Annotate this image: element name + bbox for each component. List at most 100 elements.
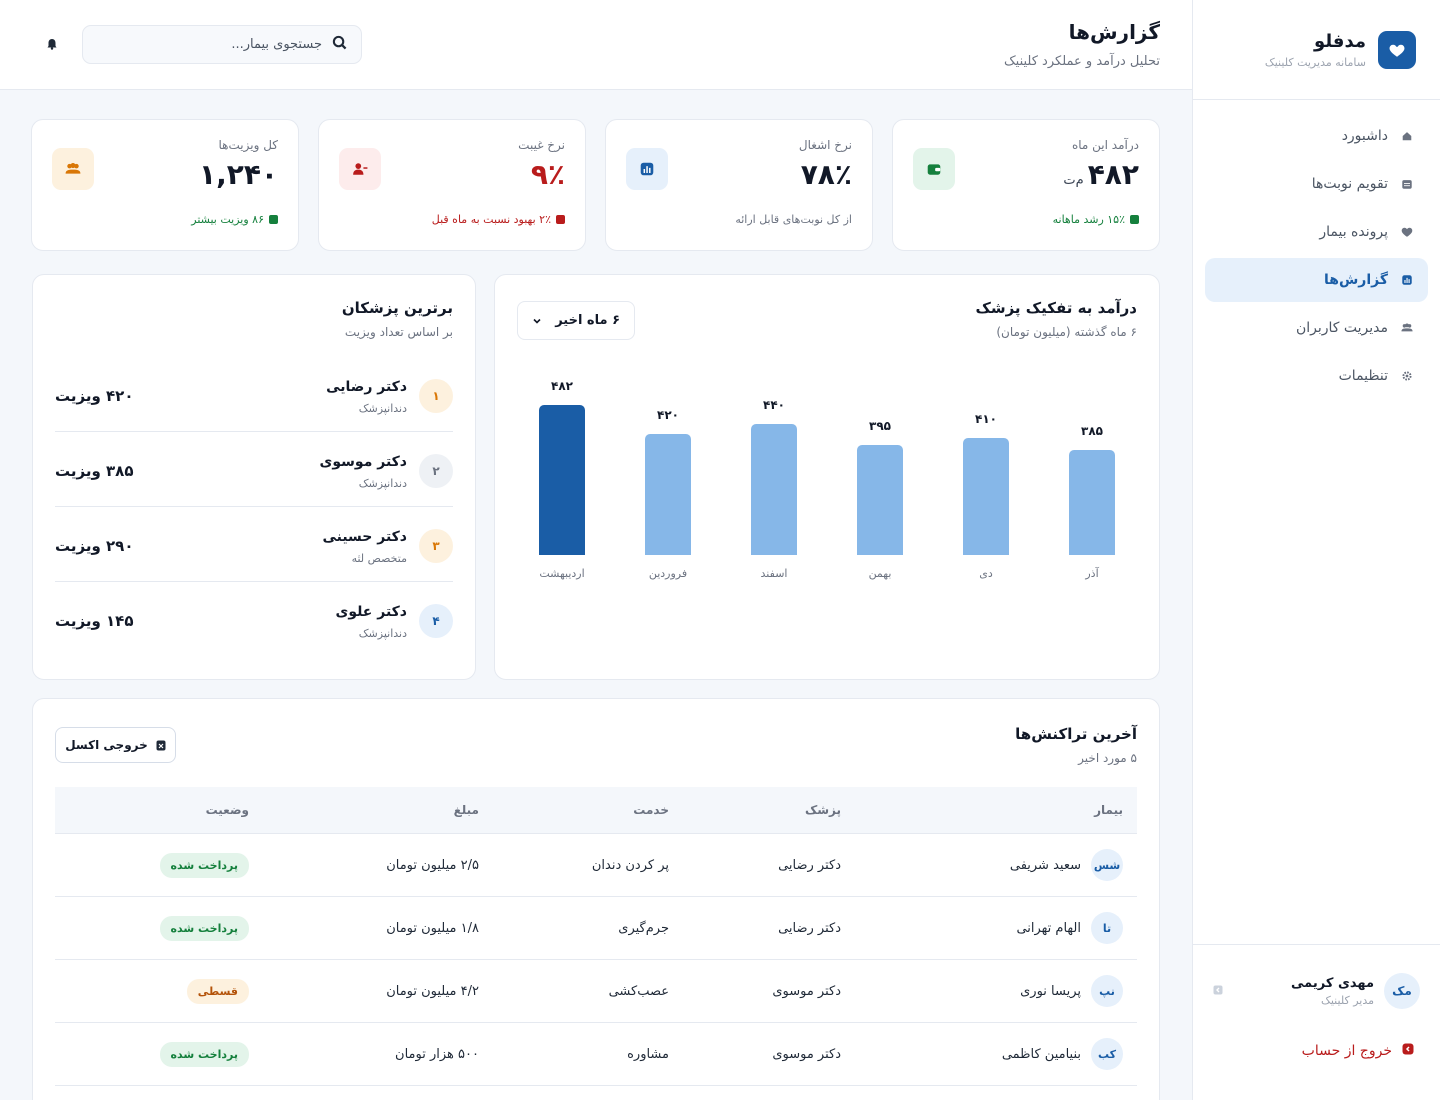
search-input[interactable] [122, 37, 322, 52]
sidebar-nav: داشبورد تقویم نوبت‌ها پرونده بیمار گزارش‌ها… [1193, 100, 1440, 416]
doctor-cell: دکتر رضایی [778, 857, 841, 873]
column-header[interactable]: بیمار [1094, 803, 1123, 817]
amount-cell: ۲/۵ میلیون تومان [386, 857, 479, 873]
transactions-panel: آخرین تراکنش‌ها ۵ مورد اخیر خروجی اکسل ب… [32, 698, 1160, 1100]
chart-category-label: اردیبهشت [539, 567, 585, 580]
sidebar-item-dashboard[interactable]: داشبورد [1205, 114, 1428, 158]
logout-button[interactable]: خروج از حساب [1207, 1029, 1426, 1073]
sidebar-item-settings[interactable]: تنظیمات [1205, 354, 1428, 398]
patient-name: سعید شریفی [1009, 857, 1081, 873]
stat-foot-text: ۲٪ بهبود نسبت به ماه قبل [431, 213, 551, 226]
search-box [82, 25, 362, 64]
home-icon [1400, 129, 1414, 143]
brand-subtitle: سامانه مدیریت کلینیک [1264, 55, 1366, 69]
file-excel-icon [156, 740, 166, 750]
range-select[interactable]: ۶ ماه اخیر [517, 301, 635, 340]
stat-footnote: ۱۵٪ رشد ماهانه [1053, 213, 1139, 226]
doctor-rank: ۲ [419, 454, 453, 488]
stat-value: ۴۸۲م‌ت [913, 158, 1139, 191]
calendar-icon [1400, 177, 1414, 191]
doctor-rank: ۱ [419, 379, 453, 413]
column-header[interactable]: خدمت [633, 803, 669, 817]
brand-name: مدفلو [1314, 30, 1366, 52]
column-header[interactable]: پزشک [804, 803, 841, 817]
doctor-visits: ۳۸۵ ویزیت [55, 462, 134, 480]
service-cell: پر کردن دندان [591, 857, 669, 873]
doctor-visits: ۱۴۵ ویزیت [55, 612, 134, 630]
patient-name: پریسا نوری [1020, 983, 1081, 999]
stat-value: ۹٪ [339, 158, 565, 191]
doctor-name: دکتر علوی [335, 604, 407, 620]
stat-value: ۷۸٪ [626, 158, 852, 191]
chart-bar[interactable] [539, 405, 585, 555]
trend-icon [269, 215, 278, 224]
status-cell: پرداخت شده [159, 1023, 249, 1085]
sidebar: مدفلو سامانه مدیریت کلینیک داشبورد تقویم … [1192, 0, 1440, 1100]
transactions-subtitle: ۵ مورد اخیر [1078, 751, 1137, 765]
stat-card: کل ویزیت‌ها ۱,۲۴۰ ۸۶ ویزیت بیشتر [31, 119, 299, 251]
chart-bar[interactable] [645, 434, 691, 555]
doctor-specialty: دندانپزشک [358, 627, 407, 640]
logout-icon [1402, 1043, 1414, 1059]
page-header: گزارش‌ها تحلیل درآمد و عملکرد کلینیک [0, 0, 1192, 90]
sidebar-item-patients[interactable]: پرونده بیمار [1205, 210, 1428, 254]
status-cell: قسطی [186, 960, 249, 1022]
column-header[interactable]: مبلغ [453, 803, 479, 817]
doctor-visits: ۴۲۰ ویزیت [55, 387, 134, 405]
chart-data-label: ۳۹۵ [869, 419, 891, 433]
chart-bar[interactable] [963, 438, 1009, 555]
service-cell: مشاوره [627, 1046, 669, 1062]
amount-cell: ۵۰۰ هزار تومان [395, 1046, 479, 1062]
chart-category-label: اسفند [760, 567, 788, 580]
notification-bell-icon[interactable] [45, 37, 59, 51]
gear-icon [1400, 369, 1414, 383]
brand-logo[interactable] [1378, 30, 1416, 69]
sidebar-item-calendar[interactable]: تقویم نوبت‌ها [1205, 162, 1428, 206]
wallet-icon [913, 148, 955, 190]
chart-category-label: بهمن [868, 567, 892, 580]
stat-number: ۴۸۲ [1087, 158, 1139, 191]
doctor-rank: ۴ [419, 604, 453, 638]
doctor-row[interactable]: ۲ دکتر موسوی دندانپزشک ۳۸۵ ویزیت [55, 432, 453, 507]
export-excel-button[interactable]: خروجی اکسل [55, 727, 176, 763]
doctor-cell: دکتر موسوی [772, 1046, 841, 1062]
bar-chart: ۳۸۵ آذر ۴۱۰ دی ۳۹۵ بهمن ۴۴۰ اسفند ۴۲۰ فروردین ۴۸۲ ا… [495, 275, 1159, 679]
stat-footnote: ۲٪ بهبود نسبت به ماه قبل [432, 213, 565, 226]
column-header[interactable]: وضعیت [205, 803, 249, 817]
heart-icon [1389, 44, 1405, 57]
user-minus-icon [339, 148, 381, 190]
user-role: مدیر کلینیک [1321, 993, 1374, 1007]
doctor-row[interactable]: ۳ دکتر حسینی متخصص لثه ۲۹۰ ویزیت [55, 507, 453, 582]
chart-category-label: آذر [1085, 567, 1099, 580]
heart-icon [1400, 225, 1414, 239]
sidebar-item-users[interactable]: مدیریت کاربران [1205, 306, 1428, 350]
chart-bar[interactable] [1069, 450, 1115, 555]
table-row[interactable]: نپ پریسا نوری دکتر موسوی عصب‌کشی ۴/۲ میلیون … [55, 960, 1137, 1023]
user-profile[interactable]: مک مهدی کریمی مدیر کلینیک [1207, 963, 1426, 1019]
chart-category-label: دی [979, 567, 993, 580]
patient-cell: نپ پریسا نوری [1020, 960, 1123, 1022]
status-cell: پرداخت شده [159, 834, 249, 896]
patient-name: بنیامین کاظمی [1001, 1046, 1081, 1062]
doctor-row[interactable]: ۱ دکتر رضایی دندانپزشک ۴۲۰ ویزیت [55, 357, 453, 432]
chart-data-label: ۴۴۰ [763, 398, 785, 412]
table-row[interactable]: شس سعید شریفی دکتر رضایی پر کردن دندان ۲/۵ م… [55, 834, 1137, 897]
chart-bar[interactable] [857, 445, 903, 555]
doctor-row[interactable]: ۴ دکتر علوی دندانپزشک ۱۴۵ ویزیت [55, 582, 453, 657]
doctors-subtitle: بر اساس تعداد ویزیت [344, 325, 453, 339]
stat-label: درآمد این ماه [1071, 138, 1139, 152]
page-title: گزارش‌ها [1068, 20, 1160, 44]
table-row[interactable]: کب بنیامین کاظمی دکتر موسوی مشاوره ۵۰۰ هزار … [55, 1023, 1137, 1086]
user-menu-icon[interactable] [1213, 985, 1223, 998]
sidebar-item-reports[interactable]: گزارش‌ها [1205, 258, 1428, 302]
doctor-specialty: دندانپزشک [358, 402, 407, 415]
service-cell: جرم‌گیری [618, 920, 669, 936]
chart-icon [1400, 273, 1414, 287]
sidebar-item-label: تنظیمات [1338, 368, 1388, 384]
chart-bar[interactable] [751, 424, 797, 555]
sidebar-item-label: پرونده بیمار [1319, 224, 1388, 240]
doctor-cell: دکتر رضایی [778, 920, 841, 936]
doctor-cell: دکتر موسوی [772, 983, 841, 999]
service-cell: عصب‌کشی [608, 983, 669, 999]
table-row[interactable]: تا الهام تهرانی دکتر رضایی جرم‌گیری ۱/۸ میلی… [55, 897, 1137, 960]
